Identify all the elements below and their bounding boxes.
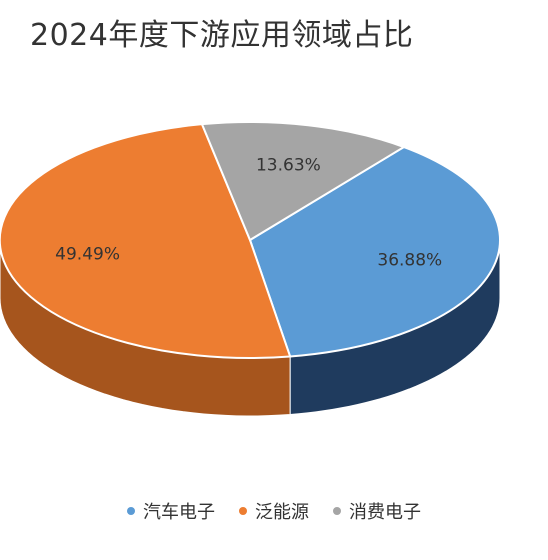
legend-label: 消费电子: [349, 502, 421, 523]
pie-slice-0: [248, 145, 501, 358]
legend-marker-icon: [333, 507, 341, 515]
pie-slice-1: [0, 123, 292, 360]
legend-label: 汽车电子: [143, 502, 215, 523]
data-label-0: 36.88%: [377, 250, 442, 270]
chart-title: 2024年度下游应用领域占比: [30, 18, 414, 53]
legend-item-1: 泛能源: [239, 498, 309, 524]
legend-marker-icon: [127, 507, 135, 515]
data-label-1: 49.49%: [55, 245, 120, 265]
legend-item-2: 消费电子: [333, 498, 421, 524]
chart-legend: 汽车电子 泛能源 消费电子: [0, 498, 548, 524]
pie-slice-2: [200, 120, 407, 242]
legend-marker-icon: [239, 507, 247, 515]
data-label-2: 13.63%: [256, 155, 321, 175]
legend-item-0: 汽车电子: [127, 498, 215, 524]
legend-label: 泛能源: [255, 502, 309, 523]
